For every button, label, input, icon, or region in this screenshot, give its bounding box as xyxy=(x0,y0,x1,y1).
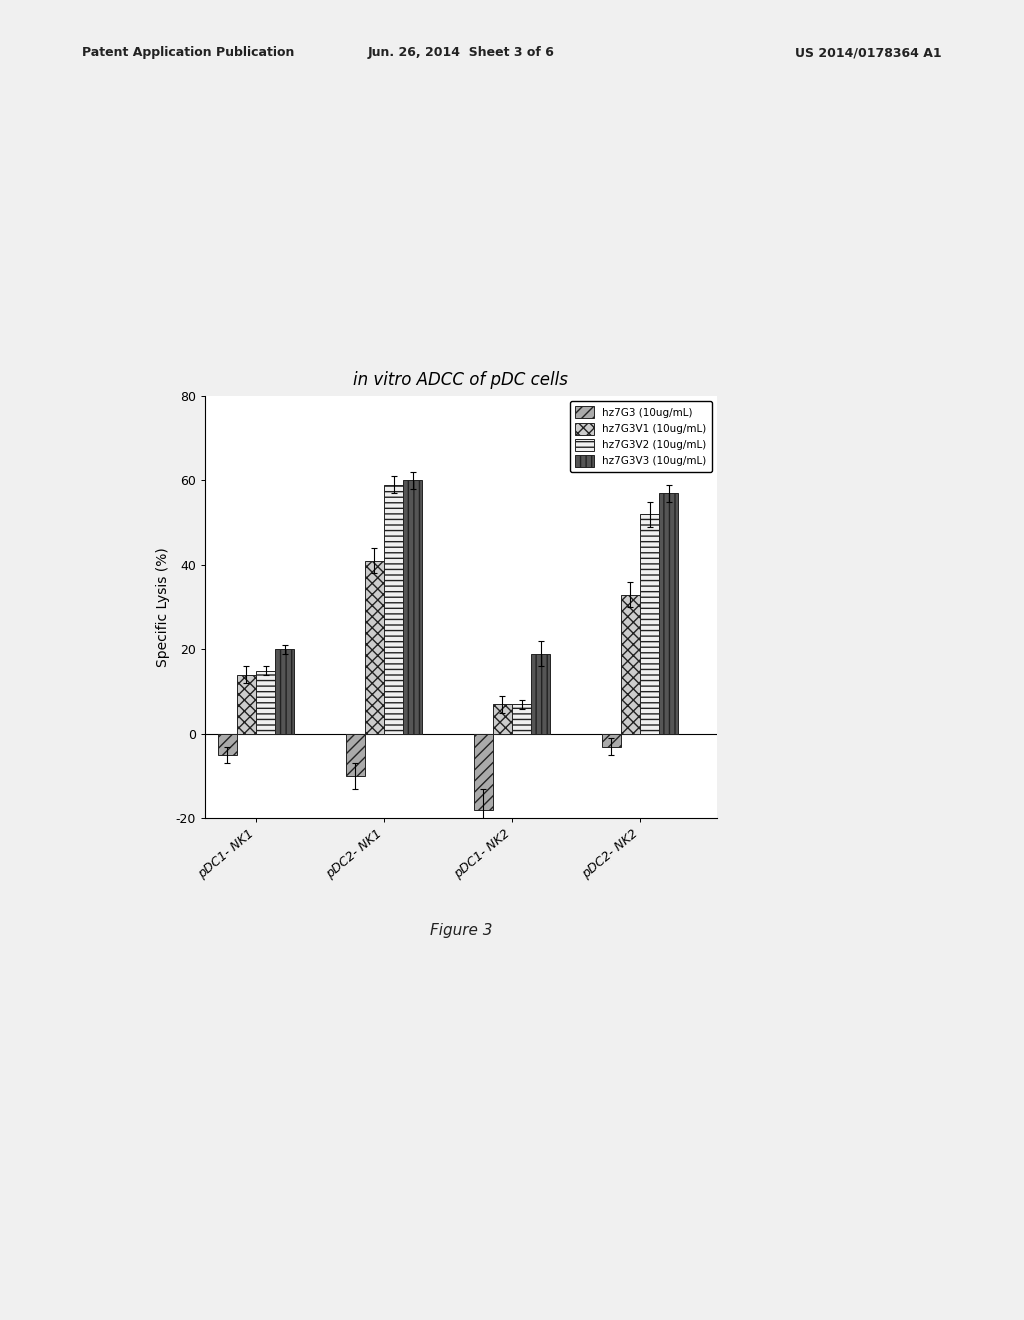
Title: in vitro ADCC of pDC cells: in vitro ADCC of pDC cells xyxy=(353,371,568,389)
Text: Figure 3: Figure 3 xyxy=(429,923,493,939)
Bar xyxy=(218,734,237,755)
Legend: hz7G3 (10ug/mL), hz7G3V1 (10ug/mL), hz7G3V2 (10ug/mL), hz7G3V3 (10ug/mL): hz7G3 (10ug/mL), hz7G3V1 (10ug/mL), hz7G… xyxy=(569,401,712,473)
Bar xyxy=(275,649,295,734)
Bar xyxy=(493,705,512,734)
Text: Jun. 26, 2014  Sheet 3 of 6: Jun. 26, 2014 Sheet 3 of 6 xyxy=(368,46,554,59)
Bar xyxy=(256,671,275,734)
Bar xyxy=(365,561,384,734)
Text: US 2014/0178364 A1: US 2014/0178364 A1 xyxy=(796,46,942,59)
Bar xyxy=(237,675,256,734)
Bar xyxy=(621,594,640,734)
Bar xyxy=(531,653,551,734)
Bar xyxy=(640,515,659,734)
Bar xyxy=(659,494,678,734)
Bar xyxy=(512,705,531,734)
Bar xyxy=(403,480,422,734)
Y-axis label: Specific Lysis (%): Specific Lysis (%) xyxy=(156,548,170,667)
Bar xyxy=(345,734,365,776)
Bar xyxy=(384,484,403,734)
Text: Patent Application Publication: Patent Application Publication xyxy=(82,46,294,59)
Bar xyxy=(601,734,621,747)
Bar xyxy=(473,734,493,810)
